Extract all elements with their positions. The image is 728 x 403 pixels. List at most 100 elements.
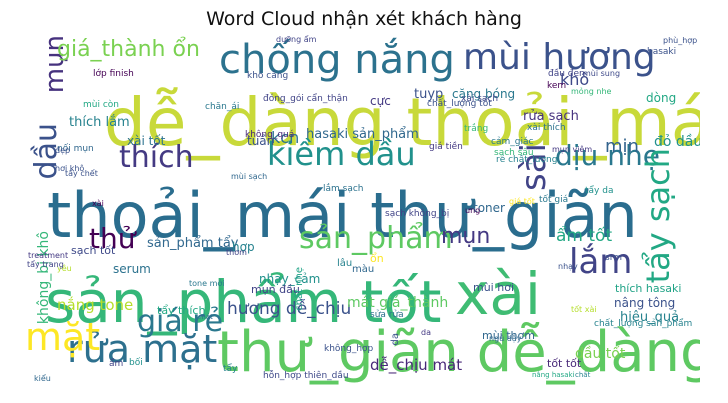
word-tuyp-44: tuyp <box>414 87 444 102</box>
word-tay-thich-36: tẩy thích <box>157 304 206 317</box>
word-mau-89: màu <box>352 264 375 275</box>
word-mat-13: mặt <box>27 315 101 359</box>
word-dau-den-78: đầu đen <box>548 69 585 79</box>
word-dong-goi-can-than-59: đóng_gói cẩn_thận <box>263 94 348 104</box>
word-mui-sung-106: mùi sung <box>583 69 621 78</box>
word-mui-sach-93: mùi sạch <box>231 172 268 181</box>
word-dong-53: dòng <box>646 91 677 105</box>
word-hoi-kho-104: hơi khô <box>55 164 85 173</box>
word-mun-dau-42: mụn đầu <box>251 283 300 296</box>
word-huong-de-chiu-25: hương dễ_chịu <box>227 299 352 319</box>
word-xai-115: xài <box>92 199 104 208</box>
word-phu-hop-110: phù_hợp <box>663 36 698 45</box>
word-de-chiu-mat-28: dễ_chịu mát <box>370 356 463 374</box>
word-mat-gia-thanh-26: mát giá_thành <box>347 295 449 311</box>
word-chan-ai-75: chăn_ái <box>205 102 240 112</box>
word-thich-lam-34: thích lắm <box>69 115 130 130</box>
word-rua-sach-46: rửa sạch <box>523 109 579 124</box>
word-lau-83: lâu <box>337 258 353 269</box>
word-trang-105: trắng <box>464 124 489 134</box>
word-toner-43: toner <box>473 201 505 215</box>
word-mong-nhe-80: mỏng nhe <box>571 87 612 96</box>
word-kho-cang-74: khô căng <box>247 71 289 81</box>
word-rua-mat-9: rửa mặt <box>67 327 218 371</box>
word-thich-hasaki-37: thích hasaki <box>615 282 682 295</box>
word-mui-hoi-54: mùi hơi <box>473 281 514 294</box>
word-tuan-51: tuần <box>247 134 275 148</box>
word-mui-con-71: mùi còn <box>83 100 119 110</box>
word-nang-hasaki-112: nắng hasaki <box>532 371 575 379</box>
word-tot-xai-109: tốt xài <box>571 305 597 314</box>
word-chong-nang-5: chống nắng <box>219 37 455 83</box>
word-cam-giac-62: cảm_giác <box>491 137 534 147</box>
word-kieu-81: kiểu <box>34 374 51 383</box>
word-hieu-qua-39: hiệu_quả <box>620 310 680 325</box>
word-sach-khong-bi-82: sạch không_bị <box>385 209 450 219</box>
word-kcn-32: kcn <box>271 128 300 147</box>
word-srm-88: srm <box>605 253 622 263</box>
word-sach-sau-66: sạch sâu <box>494 148 534 158</box>
word-hop-50: hợp <box>232 240 255 254</box>
word-xai-sach-69: xài sạch <box>461 94 499 104</box>
word-nang-tone-27: nắng tone <box>57 296 134 314</box>
word-khong-qua-61: không_quá <box>245 130 295 140</box>
word-kiem-dau-7: kiềm dầu <box>267 135 416 173</box>
word-chat-luong-san-pham-57: chất_lượng sản_phẩm <box>594 319 693 329</box>
word-khong-bi-kho-35: không_bị khô <box>36 231 52 325</box>
word-am-tot-23: ẩm tốt <box>556 226 613 246</box>
word-thu-18: thử <box>89 222 136 255</box>
word-tay-sach-15: tẩy sạch <box>639 148 677 284</box>
word-sua-rua-56: sửa rửa <box>370 310 404 320</box>
word-xai-thich-70: xài thích <box>527 123 566 133</box>
word-san-pham-tot-2: sản_phẩm tốt <box>45 268 442 336</box>
word-tay-chet-100: tẩy chết <box>65 169 98 178</box>
word-khong-hop-60: không_hợp <box>324 344 374 354</box>
word-mat-99: mát <box>199 313 213 321</box>
word-kho-30: khô <box>560 70 590 89</box>
word-min-24: mịn <box>605 136 639 157</box>
word-sach-tot-48: sạch tốt <box>71 244 116 257</box>
word-san-pham-11: sản_phẩm <box>299 221 453 256</box>
word-nhay-87: nhạy <box>558 262 578 271</box>
word-tone-moi-94: tone mới <box>189 279 225 288</box>
word-lop-finish-73: lớp finish <box>93 69 134 79</box>
word-gia-tot-107: giá tốt <box>509 197 535 206</box>
word-tot-tot-49: tốt tốt <box>547 357 582 370</box>
word-noi-mun-103: nối mụn <box>57 144 94 154</box>
word-mui-huong-6: mùi hương <box>463 37 656 78</box>
word-da-97: da <box>421 328 431 337</box>
word-tay-da-68: tẩy da <box>585 186 614 196</box>
word-kem-79: kem <box>547 81 567 91</box>
word-cang-bong-45: căng bóng <box>452 87 516 101</box>
word-chat-nhe-95: chất nhẹ <box>294 267 305 311</box>
word-da-96: da <box>390 333 401 346</box>
word-boi-91: bối <box>129 358 143 368</box>
word-nhay-cam-41: nhạy_cảm <box>259 272 321 286</box>
word-san-pham-tay-21: sản_phẩm tẩy <box>147 236 239 251</box>
word-tay-90: tẩy <box>223 364 238 374</box>
word-cloud: dễ_dàng thoải_mái thoải_mái thư_giãn sản_p… <box>27 35 700 385</box>
word-hasaki-77: hasaki <box>647 47 677 57</box>
word-chat-111: chất <box>575 371 591 379</box>
chart-title: Word Cloud nhận xét khách hàng <box>206 8 522 30</box>
word-hasaki-san-pham-33: hasaki sản_phẩm <box>306 127 419 142</box>
word-tot-gia-67: tốt giá <box>539 195 569 205</box>
word-mui-thom-55: mùi thơm <box>482 329 535 342</box>
word-xai-tot-47: xài tốt <box>127 134 166 148</box>
word-mun-viem-76: mụn viêm <box>552 145 593 154</box>
word-yeu-86: yêu <box>57 264 72 273</box>
word-tay-trang-102: tẩy trang <box>27 260 64 269</box>
word-ngu-day-108: ngủ dậy <box>489 334 522 343</box>
word-cuc-52: cực <box>370 94 391 108</box>
word-thich-10: thích <box>119 140 194 175</box>
word-treatment-101: treatment <box>28 251 69 260</box>
word-dau-tot-29: dầu tốt <box>575 346 626 362</box>
word-lam-12: lắm <box>569 242 633 282</box>
word-xai-4: xài <box>455 260 541 328</box>
word-hon-hop-thien-dau-58: hỗn_hợp thiên_dầu <box>263 371 349 381</box>
word-de-dang-thoai-mai-0: dễ_dàng thoải_mái <box>104 84 700 161</box>
word-do-dau-31: đỏ dầu <box>654 134 700 150</box>
word-ung-92: ưng <box>465 206 481 215</box>
word-re-chat-luong-63: rẻ chất_lượng <box>496 155 558 165</box>
word-chat-luong-tot-64: chất_lượng tốt <box>427 99 492 109</box>
